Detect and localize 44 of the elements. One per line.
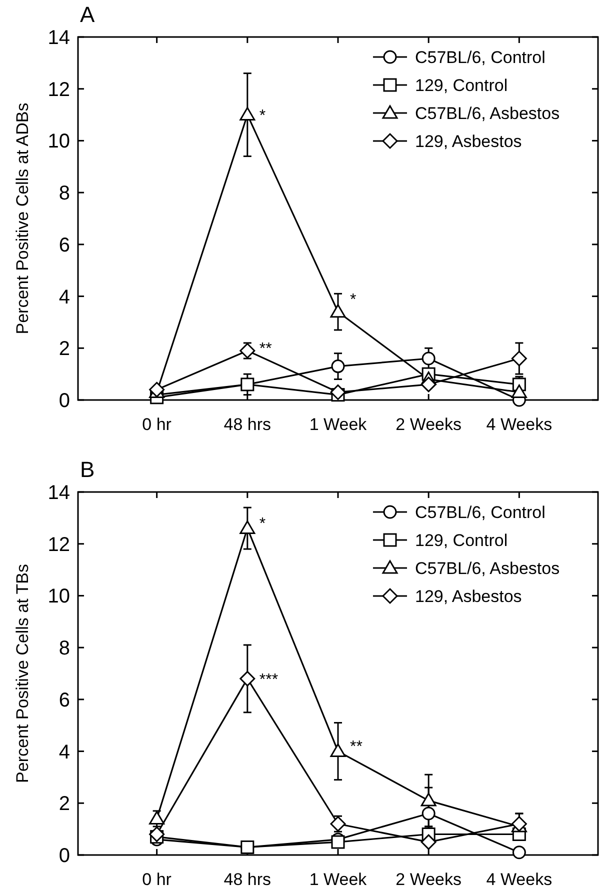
annotation: ** [350, 738, 362, 756]
legend-label: 129, Control [415, 76, 508, 95]
annotation: *** [259, 671, 278, 688]
legend-label: C57BL/6, Control [415, 502, 546, 522]
y-tick-label: 10 [48, 130, 70, 153]
x-tick-label: 2 Weeks [396, 870, 462, 889]
annotation: * [350, 291, 356, 308]
y-tick-label: 0 [58, 845, 70, 867]
legend-label: 129, Asbestos [415, 586, 522, 606]
annotation: ** [259, 340, 272, 358]
x-tick-label: 4 Weeks [486, 870, 552, 889]
chart-title: B [80, 457, 95, 482]
y-tick-label: 8 [58, 182, 70, 205]
legend-label: 129, Asbestos [415, 132, 522, 151]
y-tick-label: 10 [48, 586, 70, 608]
x-tick-label: 2 Weeks [396, 415, 462, 434]
annotation: * [259, 516, 266, 533]
y-axis-title: Percent Positive Cells at ADBs [13, 102, 32, 334]
x-tick-label: 4 Weeks [486, 415, 552, 434]
legend-label: C57BL/6, Asbestos [415, 104, 560, 123]
y-tick-label: 0 [58, 390, 70, 412]
y-tick-label: 12 [48, 78, 70, 101]
y-tick-label: 8 [58, 638, 70, 660]
y-axis-title: Percent Positive Cells at TBs [13, 564, 32, 783]
x-tick-label: 0 hr [142, 415, 172, 434]
y-tick-label: 2 [58, 338, 70, 360]
y-tick-label: 12 [48, 534, 70, 556]
legend-label: 129, Control [415, 530, 508, 550]
x-tick-label: 1 Week [309, 415, 368, 434]
x-tick-label: 1 Week [309, 870, 368, 889]
y-tick-label: 14 [48, 482, 70, 504]
annotation: * [259, 107, 266, 124]
chart-title: A [80, 2, 95, 27]
y-tick-label: 4 [58, 741, 70, 764]
y-tick-label: 2 [58, 793, 70, 816]
x-tick-label: 0 hr [142, 870, 172, 889]
x-tick-label: 48 hrs [224, 415, 272, 434]
y-tick-label: 4 [58, 286, 70, 308]
y-tick-label: 6 [58, 689, 70, 712]
legend-label: C57BL/6, Control [415, 48, 546, 67]
x-tick-label: 48 hrs [224, 870, 272, 889]
y-tick-label: 14 [48, 27, 70, 49]
legend-label: C57BL/6, Asbestos [415, 558, 560, 578]
y-tick-label: 6 [58, 234, 70, 256]
